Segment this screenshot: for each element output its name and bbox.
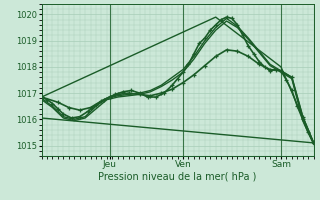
X-axis label: Pression niveau de la mer( hPa ): Pression niveau de la mer( hPa )	[99, 172, 257, 182]
